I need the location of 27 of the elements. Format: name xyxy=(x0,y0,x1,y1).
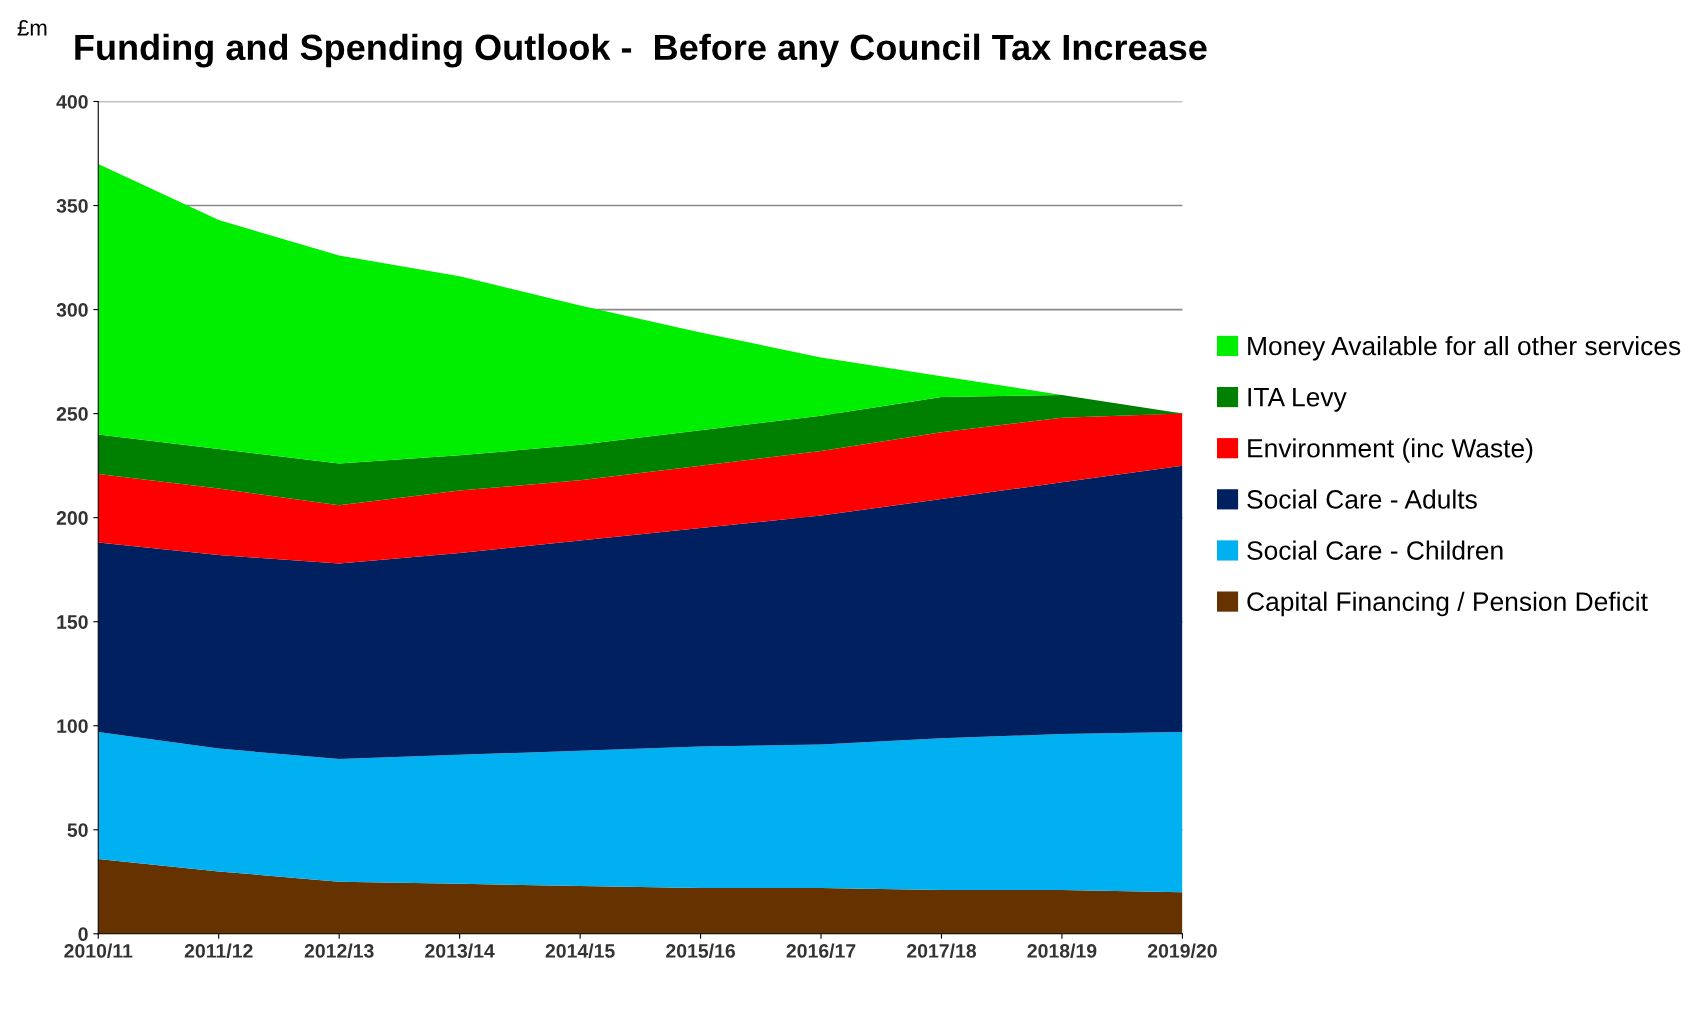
y-tick-label: 350 xyxy=(56,199,88,213)
x-tick-label: 2016/17 xyxy=(786,943,856,958)
x-tick-label: 2019/20 xyxy=(1147,943,1217,958)
y-tick-label: 50 xyxy=(67,823,88,837)
x-tick-label: 2017/18 xyxy=(907,943,977,958)
legend-label: Money Available for all other services xyxy=(1248,335,1681,361)
x-tick-label: 2014/15 xyxy=(545,943,615,958)
y-tick-label: 250 xyxy=(56,407,88,421)
x-tick-label: 2013/14 xyxy=(425,943,495,958)
y-tick-label: 200 xyxy=(56,511,88,525)
x-tick-label: 2015/16 xyxy=(666,943,736,958)
legend-label: Capital Financing / Pension Deficit xyxy=(1247,591,1648,617)
chart-title: Funding and Spending Outlook - Before any Council Tax Increase xyxy=(75,33,1207,68)
y-tick-label: 0 xyxy=(78,927,88,942)
legend-label: Environment (inc Waste) xyxy=(1248,438,1533,463)
y-axis-title: £m xyxy=(17,20,47,36)
legend-label: Social Care - Adults xyxy=(1247,489,1477,509)
x-tick-label: 2012/13 xyxy=(304,943,374,958)
y-tick-label: 300 xyxy=(56,303,88,317)
x-tick-label: 2010/11 xyxy=(64,943,133,958)
y-tick-label: 150 xyxy=(57,615,88,629)
legend-label: Social Care - Children xyxy=(1247,540,1503,560)
y-tick-label: 400 xyxy=(56,94,88,109)
x-tick-label: 2011/12 xyxy=(184,943,253,958)
legend-label: ITA Levy xyxy=(1248,388,1347,412)
x-tick-label: 2018/19 xyxy=(1027,943,1097,958)
y-tick-label: 100 xyxy=(57,719,88,733)
